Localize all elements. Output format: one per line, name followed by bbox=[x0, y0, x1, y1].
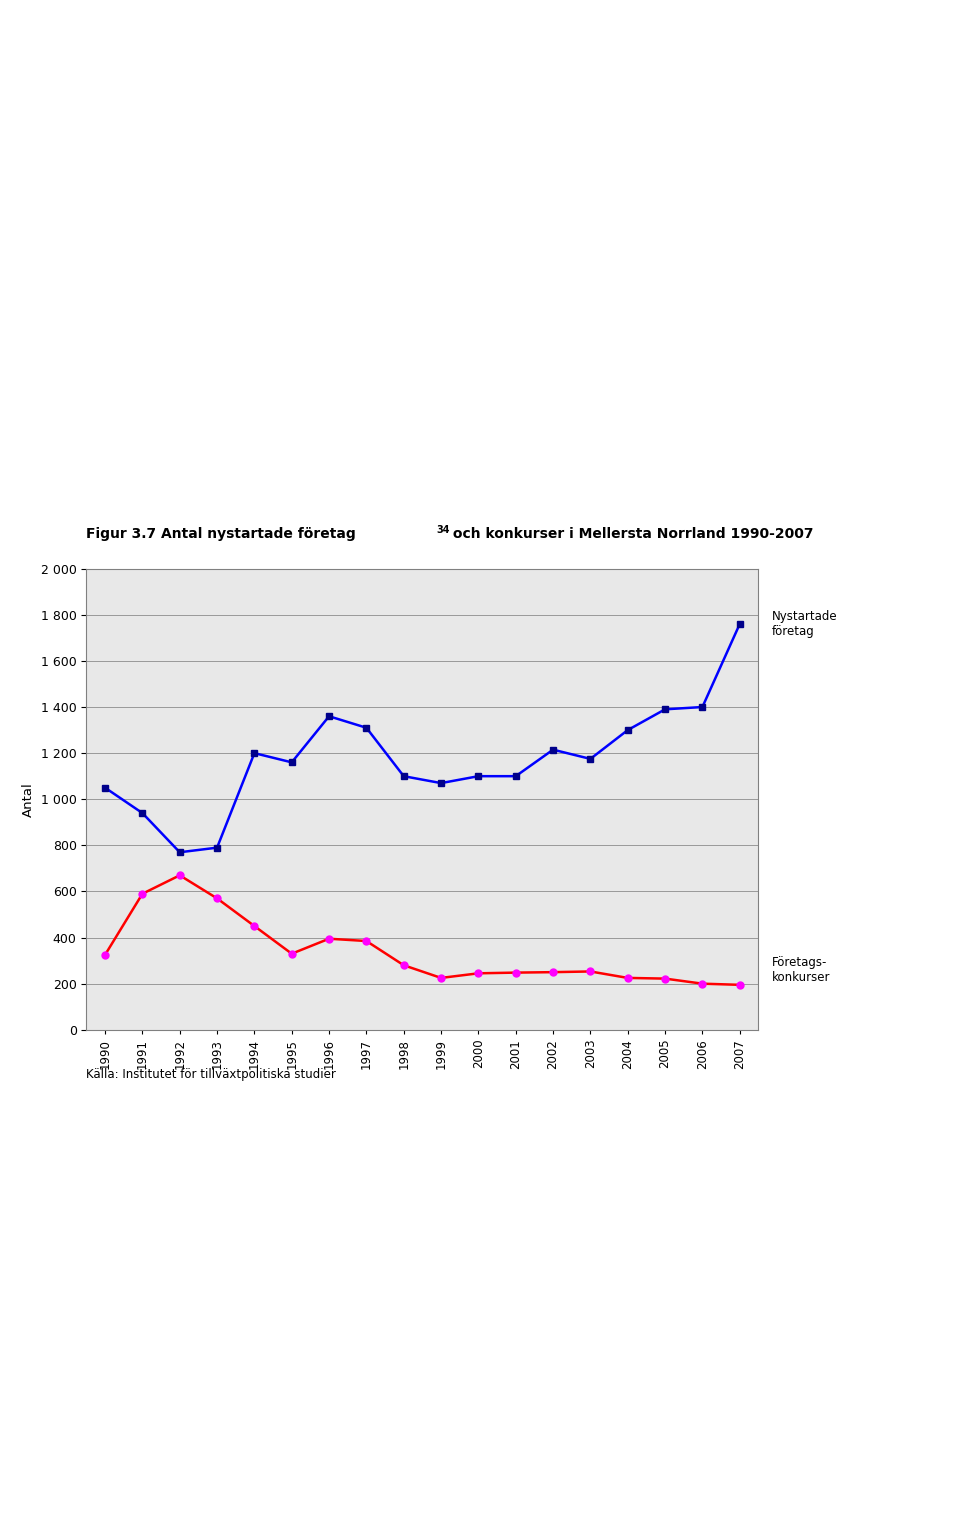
Text: 34: 34 bbox=[437, 524, 450, 535]
Y-axis label: Antal: Antal bbox=[22, 782, 36, 816]
Text: Nystartade
företag: Nystartade företag bbox=[772, 610, 837, 638]
Text: Figur 3.7 Antal nystartade företag: Figur 3.7 Antal nystartade företag bbox=[86, 527, 356, 541]
Text: och konkurser i Mellersta Norrland 1990-2007: och konkurser i Mellersta Norrland 1990-… bbox=[448, 527, 814, 541]
Text: Företags-
konkurser: Företags- konkurser bbox=[772, 956, 830, 984]
Text: Källa: Institutet för tillväxtpolitiska studier: Källa: Institutet för tillväxtpolitiska … bbox=[86, 1068, 336, 1081]
